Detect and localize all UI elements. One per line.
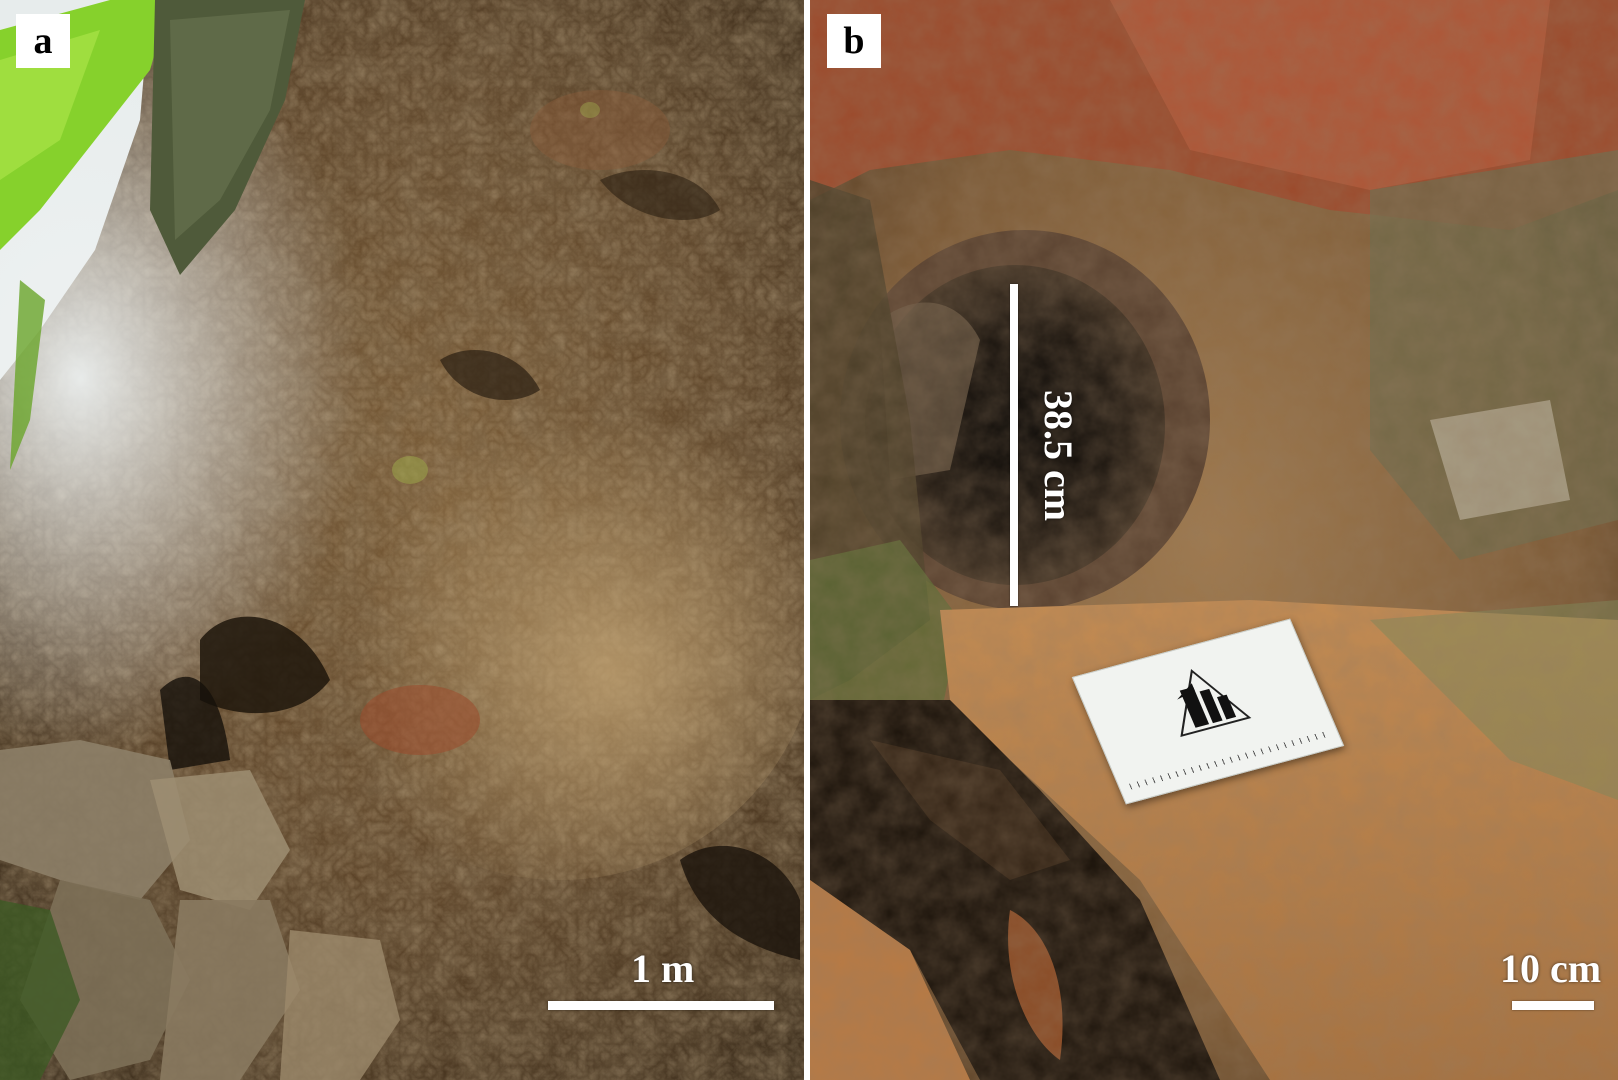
logo-graphic [1177,668,1252,738]
panel-divider [804,0,810,1080]
measurement-label-b: 38.5 cm [1036,390,1081,522]
panel-a-photo: a 1 m [0,0,804,1080]
lava-tube-ceiling-photo [0,0,804,1080]
panel-b-photo: 38.5 cm b 10 cm [810,0,1618,1080]
panel-label-a: a [16,14,70,68]
panel-label-b: b [827,14,881,68]
scale-bar-label-a: 1 m [631,946,695,991]
scale-bar-b [1512,1001,1594,1010]
lava-tube-opening-photo [810,0,1618,1080]
scale-chart-card [1071,618,1345,805]
measurement-bar-b [1010,284,1018,606]
scale-bar-label-b: 10 cm [1500,946,1602,991]
scale-bar-a [548,1001,774,1010]
